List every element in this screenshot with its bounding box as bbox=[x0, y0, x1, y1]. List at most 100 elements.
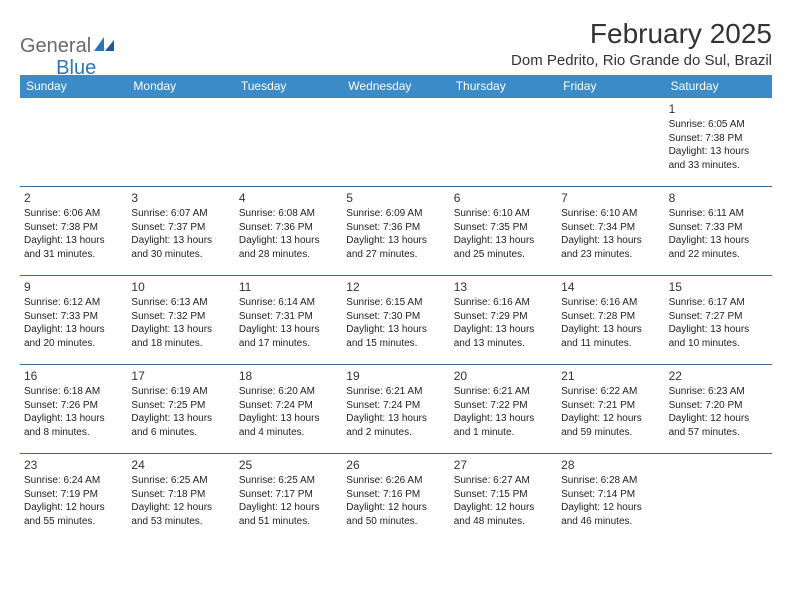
sunrise-text: Sunrise: 6:21 AM bbox=[454, 385, 553, 399]
day-number: 25 bbox=[239, 457, 338, 473]
sunset-text: Sunset: 7:29 PM bbox=[454, 310, 553, 324]
sunset-text: Sunset: 7:31 PM bbox=[239, 310, 338, 324]
day-cell: 19Sunrise: 6:21 AMSunset: 7:24 PMDayligh… bbox=[342, 365, 449, 453]
week-row: 1Sunrise: 6:05 AMSunset: 7:38 PMDaylight… bbox=[20, 98, 772, 187]
sunset-text: Sunset: 7:24 PM bbox=[239, 399, 338, 413]
sunset-text: Sunset: 7:14 PM bbox=[561, 488, 660, 502]
week-row: 9Sunrise: 6:12 AMSunset: 7:33 PMDaylight… bbox=[20, 276, 772, 365]
daylight-text: Daylight: 13 hours and 15 minutes. bbox=[346, 323, 445, 350]
sunset-text: Sunset: 7:20 PM bbox=[669, 399, 768, 413]
weekday-monday: Monday bbox=[127, 75, 234, 98]
daylight-text: Daylight: 12 hours and 59 minutes. bbox=[561, 412, 660, 439]
logo-text-blue: Blue bbox=[56, 57, 96, 80]
day-cell: 17Sunrise: 6:19 AMSunset: 7:25 PMDayligh… bbox=[127, 365, 234, 453]
sunrise-text: Sunrise: 6:23 AM bbox=[669, 385, 768, 399]
weekday-thursday: Thursday bbox=[450, 75, 557, 98]
day-number: 7 bbox=[561, 190, 660, 206]
day-number: 15 bbox=[669, 279, 768, 295]
weekday-saturday: Saturday bbox=[665, 75, 772, 98]
sunrise-text: Sunrise: 6:26 AM bbox=[346, 474, 445, 488]
daylight-text: Daylight: 13 hours and 1 minute. bbox=[454, 412, 553, 439]
sunrise-text: Sunrise: 6:05 AM bbox=[669, 118, 768, 132]
day-number: 16 bbox=[24, 368, 123, 384]
day-cell: 9Sunrise: 6:12 AMSunset: 7:33 PMDaylight… bbox=[20, 276, 127, 364]
location-text: Dom Pedrito, Rio Grande do Sul, Brazil bbox=[511, 52, 772, 69]
day-cell bbox=[235, 98, 342, 186]
day-cell: 12Sunrise: 6:15 AMSunset: 7:30 PMDayligh… bbox=[342, 276, 449, 364]
daylight-text: Daylight: 13 hours and 8 minutes. bbox=[24, 412, 123, 439]
sunset-text: Sunset: 7:38 PM bbox=[24, 221, 123, 235]
daylight-text: Daylight: 13 hours and 27 minutes. bbox=[346, 234, 445, 261]
sunset-text: Sunset: 7:37 PM bbox=[131, 221, 230, 235]
day-number: 3 bbox=[131, 190, 230, 206]
day-cell: 21Sunrise: 6:22 AMSunset: 7:21 PMDayligh… bbox=[557, 365, 664, 453]
weekday-wednesday: Wednesday bbox=[342, 75, 449, 98]
day-cell bbox=[20, 98, 127, 186]
sunset-text: Sunset: 7:35 PM bbox=[454, 221, 553, 235]
day-cell bbox=[127, 98, 234, 186]
day-number: 26 bbox=[346, 457, 445, 473]
sunrise-text: Sunrise: 6:10 AM bbox=[454, 207, 553, 221]
sunset-text: Sunset: 7:34 PM bbox=[561, 221, 660, 235]
sunset-text: Sunset: 7:36 PM bbox=[346, 221, 445, 235]
daylight-text: Daylight: 13 hours and 33 minutes. bbox=[669, 145, 768, 172]
day-cell: 27Sunrise: 6:27 AMSunset: 7:15 PMDayligh… bbox=[450, 454, 557, 542]
day-cell: 26Sunrise: 6:26 AMSunset: 7:16 PMDayligh… bbox=[342, 454, 449, 542]
day-cell: 28Sunrise: 6:28 AMSunset: 7:14 PMDayligh… bbox=[557, 454, 664, 542]
day-number: 23 bbox=[24, 457, 123, 473]
daylight-text: Daylight: 13 hours and 22 minutes. bbox=[669, 234, 768, 261]
day-number: 10 bbox=[131, 279, 230, 295]
day-number: 11 bbox=[239, 279, 338, 295]
week-row: 2Sunrise: 6:06 AMSunset: 7:38 PMDaylight… bbox=[20, 187, 772, 276]
sunrise-text: Sunrise: 6:27 AM bbox=[454, 474, 553, 488]
day-cell: 18Sunrise: 6:20 AMSunset: 7:24 PMDayligh… bbox=[235, 365, 342, 453]
day-cell: 7Sunrise: 6:10 AMSunset: 7:34 PMDaylight… bbox=[557, 187, 664, 275]
sunrise-text: Sunrise: 6:19 AM bbox=[131, 385, 230, 399]
daylight-text: Daylight: 12 hours and 46 minutes. bbox=[561, 501, 660, 528]
day-number: 20 bbox=[454, 368, 553, 384]
daylight-text: Daylight: 13 hours and 25 minutes. bbox=[454, 234, 553, 261]
day-number: 24 bbox=[131, 457, 230, 473]
daylight-text: Daylight: 13 hours and 6 minutes. bbox=[131, 412, 230, 439]
day-number: 2 bbox=[24, 190, 123, 206]
sunrise-text: Sunrise: 6:14 AM bbox=[239, 296, 338, 310]
sunrise-text: Sunrise: 6:17 AM bbox=[669, 296, 768, 310]
daylight-text: Daylight: 13 hours and 4 minutes. bbox=[239, 412, 338, 439]
day-number: 18 bbox=[239, 368, 338, 384]
day-cell: 3Sunrise: 6:07 AMSunset: 7:37 PMDaylight… bbox=[127, 187, 234, 275]
daylight-text: Daylight: 13 hours and 20 minutes. bbox=[24, 323, 123, 350]
day-cell: 4Sunrise: 6:08 AMSunset: 7:36 PMDaylight… bbox=[235, 187, 342, 275]
daylight-text: Daylight: 12 hours and 53 minutes. bbox=[131, 501, 230, 528]
sunrise-text: Sunrise: 6:22 AM bbox=[561, 385, 660, 399]
daylight-text: Daylight: 12 hours and 57 minutes. bbox=[669, 412, 768, 439]
day-cell: 5Sunrise: 6:09 AMSunset: 7:36 PMDaylight… bbox=[342, 187, 449, 275]
day-number: 9 bbox=[24, 279, 123, 295]
day-number: 22 bbox=[669, 368, 768, 384]
day-number: 28 bbox=[561, 457, 660, 473]
sunset-text: Sunset: 7:18 PM bbox=[131, 488, 230, 502]
day-cell bbox=[342, 98, 449, 186]
calendar-grid: Sunday Monday Tuesday Wednesday Thursday… bbox=[20, 75, 772, 542]
day-cell: 10Sunrise: 6:13 AMSunset: 7:32 PMDayligh… bbox=[127, 276, 234, 364]
day-cell: 23Sunrise: 6:24 AMSunset: 7:19 PMDayligh… bbox=[20, 454, 127, 542]
sunrise-text: Sunrise: 6:21 AM bbox=[346, 385, 445, 399]
sunrise-text: Sunrise: 6:13 AM bbox=[131, 296, 230, 310]
sunset-text: Sunset: 7:16 PM bbox=[346, 488, 445, 502]
sunrise-text: Sunrise: 6:18 AM bbox=[24, 385, 123, 399]
day-number: 4 bbox=[239, 190, 338, 206]
day-number: 8 bbox=[669, 190, 768, 206]
day-cell: 15Sunrise: 6:17 AMSunset: 7:27 PMDayligh… bbox=[665, 276, 772, 364]
week-row: 23Sunrise: 6:24 AMSunset: 7:19 PMDayligh… bbox=[20, 454, 772, 542]
sunset-text: Sunset: 7:25 PM bbox=[131, 399, 230, 413]
day-number: 6 bbox=[454, 190, 553, 206]
day-number: 12 bbox=[346, 279, 445, 295]
sunset-text: Sunset: 7:33 PM bbox=[24, 310, 123, 324]
day-number: 13 bbox=[454, 279, 553, 295]
sunset-text: Sunset: 7:26 PM bbox=[24, 399, 123, 413]
sunset-text: Sunset: 7:36 PM bbox=[239, 221, 338, 235]
day-number: 14 bbox=[561, 279, 660, 295]
sunset-text: Sunset: 7:32 PM bbox=[131, 310, 230, 324]
sunset-text: Sunset: 7:33 PM bbox=[669, 221, 768, 235]
daylight-text: Daylight: 12 hours and 48 minutes. bbox=[454, 501, 553, 528]
sunrise-text: Sunrise: 6:25 AM bbox=[239, 474, 338, 488]
